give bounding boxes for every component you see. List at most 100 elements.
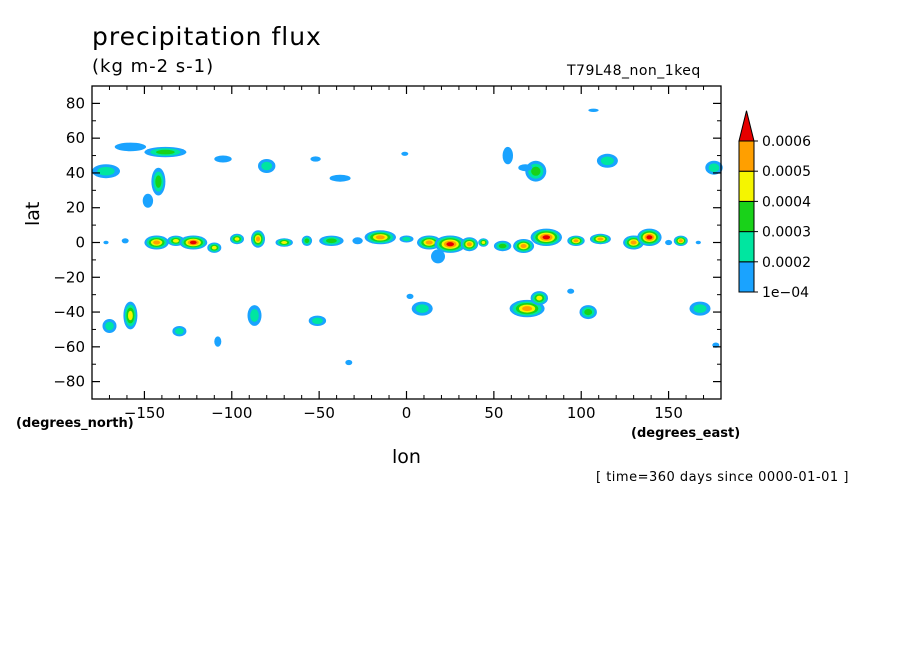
precip-feature-56 [530, 291, 548, 306]
contour-level-4 [536, 295, 543, 301]
colorbar-extension [738, 110, 755, 142]
contour-level-1 [114, 142, 147, 152]
precip-feature-19 [144, 235, 169, 250]
contour-level-4 [211, 245, 217, 250]
precip-feature-25 [275, 238, 293, 247]
contour-level-1 [142, 193, 154, 208]
precip-feature-18 [121, 238, 129, 244]
precip-feature-35 [478, 238, 489, 247]
contour-level-1 [345, 359, 353, 366]
contour-level-3 [498, 243, 507, 249]
precip-feature-59 [689, 301, 711, 316]
run-name: T79L48_non_1keq [567, 63, 701, 79]
colorbar-label: 0.0006 [762, 134, 811, 150]
precip-feature-33 [431, 249, 445, 264]
y-tick-label: 60 [66, 129, 85, 147]
precip-feature-53 [406, 293, 414, 299]
colorbar-segment-1 [738, 261, 755, 293]
contour-level-5 [678, 239, 683, 243]
precip-feature-2 [114, 142, 147, 152]
contour-level-4 [481, 241, 486, 244]
colorbar-label: 0.0005 [762, 164, 811, 180]
x-tick-label: −100 [211, 404, 252, 422]
precip-feature-54 [411, 301, 433, 316]
contour-level-1 [310, 156, 321, 162]
colorbar: 1e−04 0.0002 0.0003 0.0004 0.0005 0.0006 [738, 110, 811, 301]
colorbar-segment-3 [738, 200, 755, 233]
contour-level-5 [630, 240, 637, 245]
contour-level-3 [304, 238, 310, 244]
precip-feature-58 [579, 305, 597, 320]
precip-feature-11 [502, 146, 513, 165]
precip-feature-24 [251, 230, 265, 248]
precip-feature-51 [308, 315, 327, 326]
contour-level-1 [665, 239, 673, 246]
contour-level-2 [261, 161, 273, 171]
y-tick-label: −40 [53, 303, 85, 321]
contour-level-1 [695, 240, 701, 245]
contour-level-5 [573, 239, 579, 243]
contour-level-5 [256, 236, 260, 242]
contour-level-1 [431, 249, 445, 264]
colorbar-label: 1e−04 [762, 285, 809, 301]
contour-level-2 [402, 236, 411, 242]
contour-level-1 [214, 336, 222, 347]
precip-feature-37 [513, 239, 535, 253]
contour-level-2 [693, 304, 707, 313]
colorbar-segment-2 [738, 231, 755, 263]
contour-level-2 [105, 321, 114, 331]
contour-level-6 [646, 235, 653, 240]
contour-level-2 [708, 163, 720, 172]
precip-feature-44 [673, 235, 688, 246]
contour-level-4 [234, 237, 240, 241]
contour-level-4 [281, 241, 288, 244]
contour-level-1 [406, 293, 414, 299]
precip-feature-48 [172, 326, 187, 337]
contour-level-3 [156, 149, 175, 155]
precip-feature-23 [230, 233, 244, 245]
x-axis-label: lon [392, 446, 421, 468]
precip-feature-4 [151, 167, 166, 196]
y-tick-label: 0 [75, 234, 85, 252]
precip-feature-42 [637, 228, 662, 246]
contour-level-1 [502, 146, 513, 165]
precip-feature-52 [345, 359, 353, 366]
x-tick-label: 150 [654, 404, 683, 422]
contour-level-3 [531, 166, 541, 176]
precip-feature-28 [352, 237, 363, 245]
contour-level-1 [329, 174, 351, 182]
contour-level-1 [401, 151, 409, 156]
contour-level-2 [415, 304, 429, 313]
time-info: [ time=360 days since 0000-01-01 ] [596, 470, 849, 485]
contour-level-2 [175, 328, 184, 335]
contour-level-3 [155, 175, 162, 188]
precip-feature-15 [588, 108, 599, 113]
contour-level-2 [312, 317, 323, 324]
precip-feature-50 [247, 305, 262, 326]
precip-feature-26 [301, 235, 313, 246]
precip-feature-8 [310, 156, 321, 162]
contour-level-6 [446, 242, 455, 247]
precip-feature-6 [214, 155, 232, 163]
plot-axes: −150 −100 −50 0 50 100 150 80 60 40 20 0 −20 −40 −60 −8… [53, 85, 722, 422]
precip-feature-32 [434, 235, 466, 253]
precip-feature-39 [567, 235, 585, 246]
precip-feature-7 [258, 159, 276, 173]
contour-level-2 [97, 166, 115, 176]
precip-feature-55 [509, 299, 545, 318]
contour-level-5 [375, 235, 385, 240]
y-tick-label: 20 [66, 199, 85, 217]
precip-feature-1 [92, 164, 120, 179]
contour-level-1 [518, 164, 533, 172]
contour-level-6 [542, 235, 551, 240]
x-axis-units: (degrees_east) [631, 426, 741, 441]
contour-level-4 [172, 239, 179, 243]
precip-feature-9 [329, 174, 351, 182]
precip-feature-10 [401, 151, 409, 156]
contour-level-1 [121, 238, 129, 244]
contour-level-2 [600, 156, 614, 166]
precip-feature-47 [123, 301, 138, 330]
y-axis-units: (degrees_north) [16, 416, 134, 431]
precip-feature-46 [102, 319, 117, 333]
